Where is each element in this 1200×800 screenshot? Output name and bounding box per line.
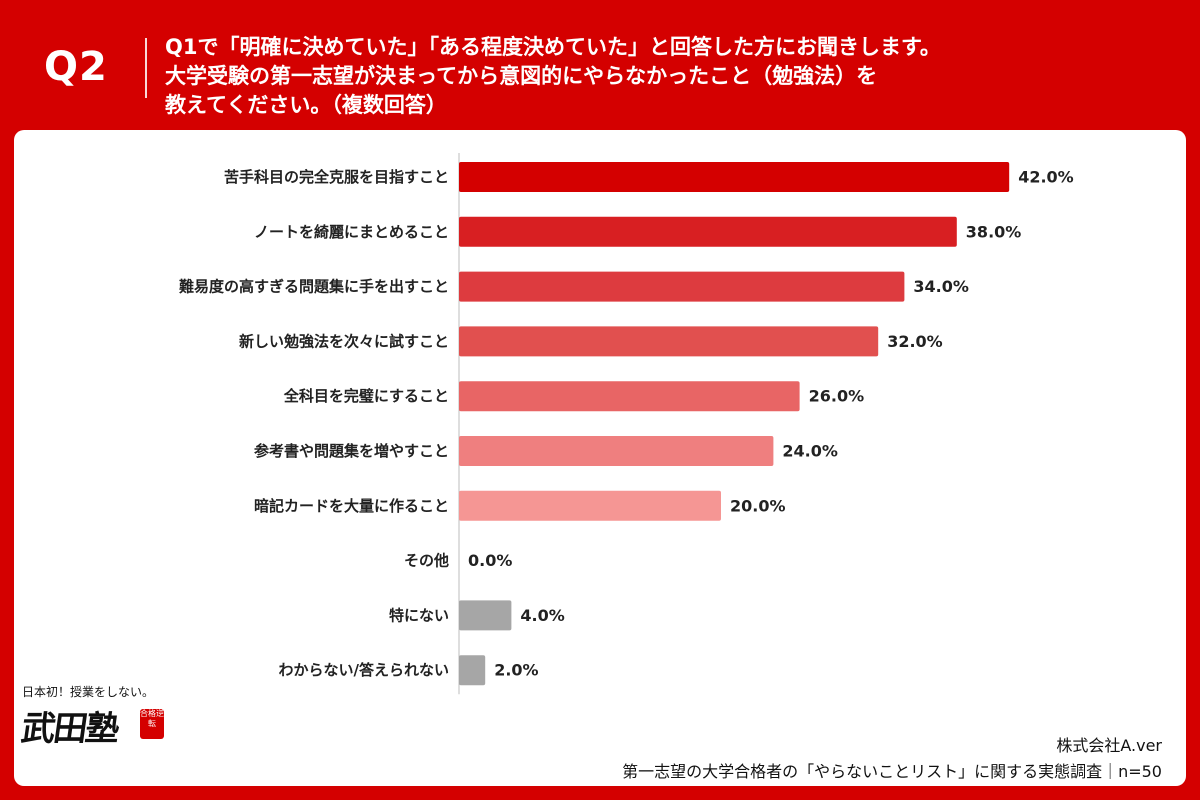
brand-logo: 日本初！授業をしない。 武田塾 合格逆転 [18, 683, 172, 753]
value-label: 42.0% [1018, 168, 1074, 187]
logo-name: 武田塾 [18, 709, 121, 749]
value-label: 0.0% [468, 551, 512, 570]
bar-chart: 苦手科目の完全克服を目指すこと 42.0% ノートを綺麗にまとめること 38.0% 難易… [179, 153, 1074, 695]
company-name: 株式会社A.ver [1056, 736, 1162, 755]
bar [459, 271, 905, 302]
value-label: 34.0% [913, 277, 969, 296]
question-line-2: 大学受験の第一志望が決まってから意図的にやらなかったこと（勉強法）を [165, 64, 878, 88]
value-label: 2.0% [494, 661, 538, 680]
question-line-3: 教えてください。（複数回答） [165, 93, 447, 117]
bar [459, 600, 512, 631]
value-label: 20.0% [730, 496, 786, 515]
header-divider [145, 38, 147, 98]
bar [459, 381, 800, 412]
question-line-1: Q1で「明確に決めていた」「ある程度決めていた」と回答した方にお聞きします。 [165, 35, 941, 59]
value-label: 24.0% [782, 442, 838, 461]
category-label: 特にない [389, 606, 449, 624]
bar [459, 326, 879, 357]
category-label: 全科目を完璧にすること [283, 387, 449, 405]
question-text: Q1で「明確に決めていた」「ある程度決めていた」と回答した方にお聞きします。 大… [165, 33, 1165, 120]
question-header: Q2 Q1で「明確に決めていた」「ある程度決めていた」と回答した方にお聞きします… [0, 0, 1200, 128]
logo-seal: 合格逆転 [140, 709, 164, 739]
category-label: その他 [404, 552, 449, 570]
category-label: 難易度の高すぎる問題集に手を出すこと [179, 278, 449, 296]
bar [459, 162, 1010, 192]
value-label: 4.0% [520, 606, 564, 625]
value-label: 38.0% [966, 222, 1022, 241]
category-label: 暗記カードを大量に作ること [254, 497, 449, 515]
logo-tagline: 日本初！授業をしない。 [22, 685, 155, 699]
source-note: 株式会社A.ver 第一志望の大学合格者の「やらないことリスト」に関する実態調査… [622, 733, 1162, 785]
category-label: わからない/答えられない [279, 661, 449, 679]
survey-caption: 第一志望の大学合格者の「やらないことリスト」に関する実態調査｜n=50 [622, 762, 1162, 781]
value-label: 32.0% [887, 332, 943, 351]
value-label: 26.0% [809, 387, 865, 406]
question-number: Q2 [44, 44, 108, 90]
bar [459, 216, 957, 247]
bar [459, 655, 486, 686]
category-label: 参考書や問題集を増やすこと [254, 442, 449, 460]
chart-panel: 苦手科目の完全克服を目指すこと 42.0% ノートを綺麗にまとめること 38.0% 難易… [14, 130, 1186, 786]
category-label: ノートを綺麗にまとめること [254, 223, 449, 241]
category-label: 苦手科目の完全克服を目指すこと [224, 168, 449, 186]
category-label: 新しい勉強法を次々に試すこと [239, 332, 449, 350]
bar [459, 436, 774, 466]
bar [459, 490, 721, 521]
